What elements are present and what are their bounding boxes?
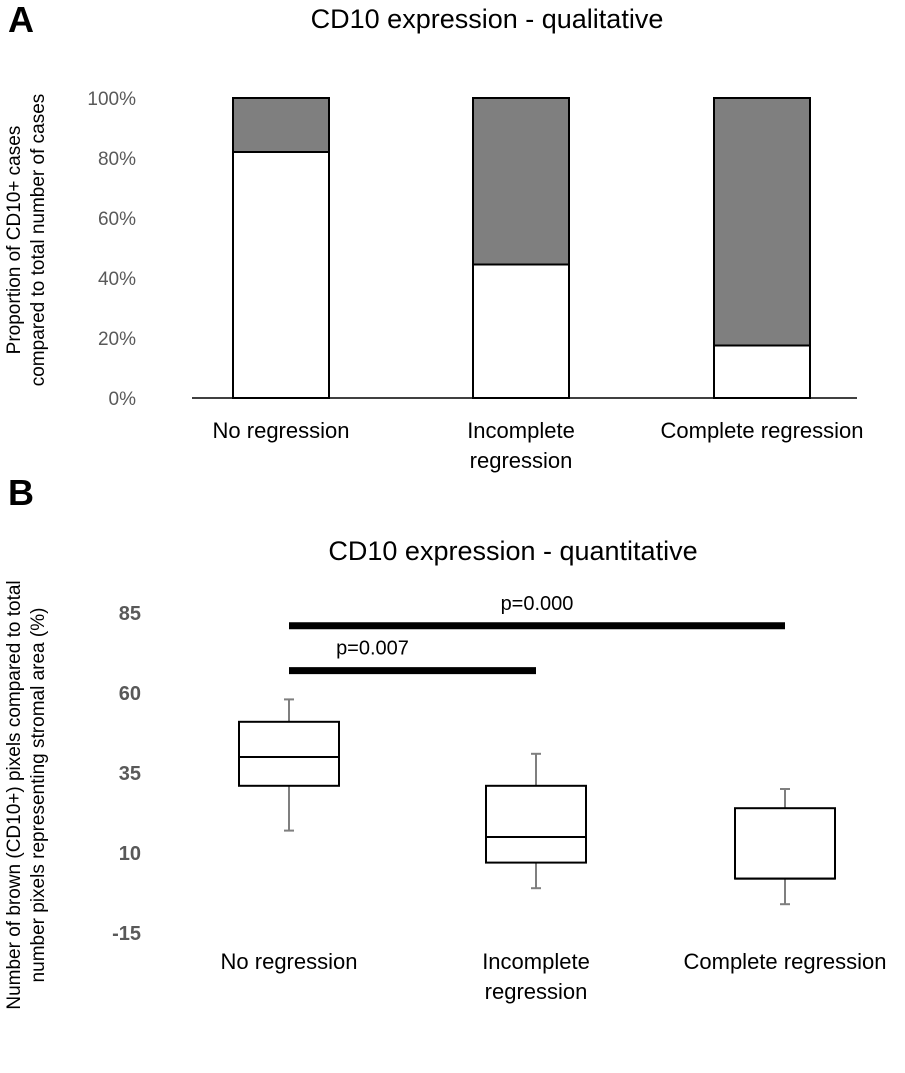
x-tick-label-b: regression	[485, 979, 588, 1004]
chart-title-b: CD10 expression - quantitative	[328, 536, 697, 566]
x-tick-label-a: Incomplete	[467, 418, 575, 443]
y-tick-label-a: 60%	[98, 209, 136, 230]
y-axis-label-b-line: number pixels representing stromal area …	[28, 608, 49, 983]
y-tick-label-b: 35	[119, 763, 141, 785]
y-axis-label-a-line: compared to total number of cases	[28, 94, 49, 387]
box	[734, 807, 836, 880]
bar-segment-white	[713, 344, 811, 399]
x-tick-label-b: No regression	[221, 949, 358, 974]
box	[485, 784, 587, 864]
x-tick-label-b: Complete regression	[684, 949, 887, 974]
y-tick-label-a: 40%	[98, 269, 136, 290]
panel-b-chart: B CD10 expression - quantitative Number of…	[4, 472, 886, 1010]
y-tick-label-b: 10	[119, 843, 141, 865]
bar-segment-gray	[713, 97, 811, 347]
box	[238, 720, 340, 787]
y-axis-label-a-line: Proportion of CD10+ cases	[4, 126, 25, 355]
y-tick-label-a: 0%	[109, 389, 137, 410]
panel-letter-b: B	[8, 472, 34, 513]
bar-segment-gray	[472, 97, 570, 266]
panel-letter-a: A	[8, 0, 34, 40]
x-tick-label-a: regression	[470, 448, 573, 473]
p-value-label: p=0.000	[501, 593, 574, 615]
y-axis-label-b-line: Number of brown (CD10+) pixels compared …	[4, 580, 25, 1009]
y-axis-label-a: Proportion of CD10+ cases compared to tot…	[4, 94, 49, 387]
y-tick-label-a: 100%	[87, 89, 136, 110]
y-tick-label-b: -15	[112, 923, 141, 945]
x-tick-label-a: Complete regression	[661, 418, 864, 443]
y-tick-label-b: 60	[119, 683, 141, 705]
x-tick-label-a: No regression	[213, 418, 350, 443]
y-tick-label-b: 85	[119, 603, 141, 625]
p-value-label: p=0.007	[336, 638, 409, 660]
y-axis-label-b: Number of brown (CD10+) pixels compared …	[4, 580, 49, 1009]
chart-title-a: CD10 expression - qualitative	[311, 4, 664, 34]
bar-segment-white	[472, 263, 570, 399]
bar-segment-gray	[232, 97, 330, 153]
y-tick-label-a: 80%	[98, 149, 136, 170]
y-tick-label-a: 20%	[98, 329, 136, 350]
panel-a-chart: A CD10 expression - qualitative Proportion…	[4, 0, 863, 473]
x-tick-label-b: Incomplete	[482, 949, 590, 974]
bar-segment-white	[232, 151, 330, 399]
